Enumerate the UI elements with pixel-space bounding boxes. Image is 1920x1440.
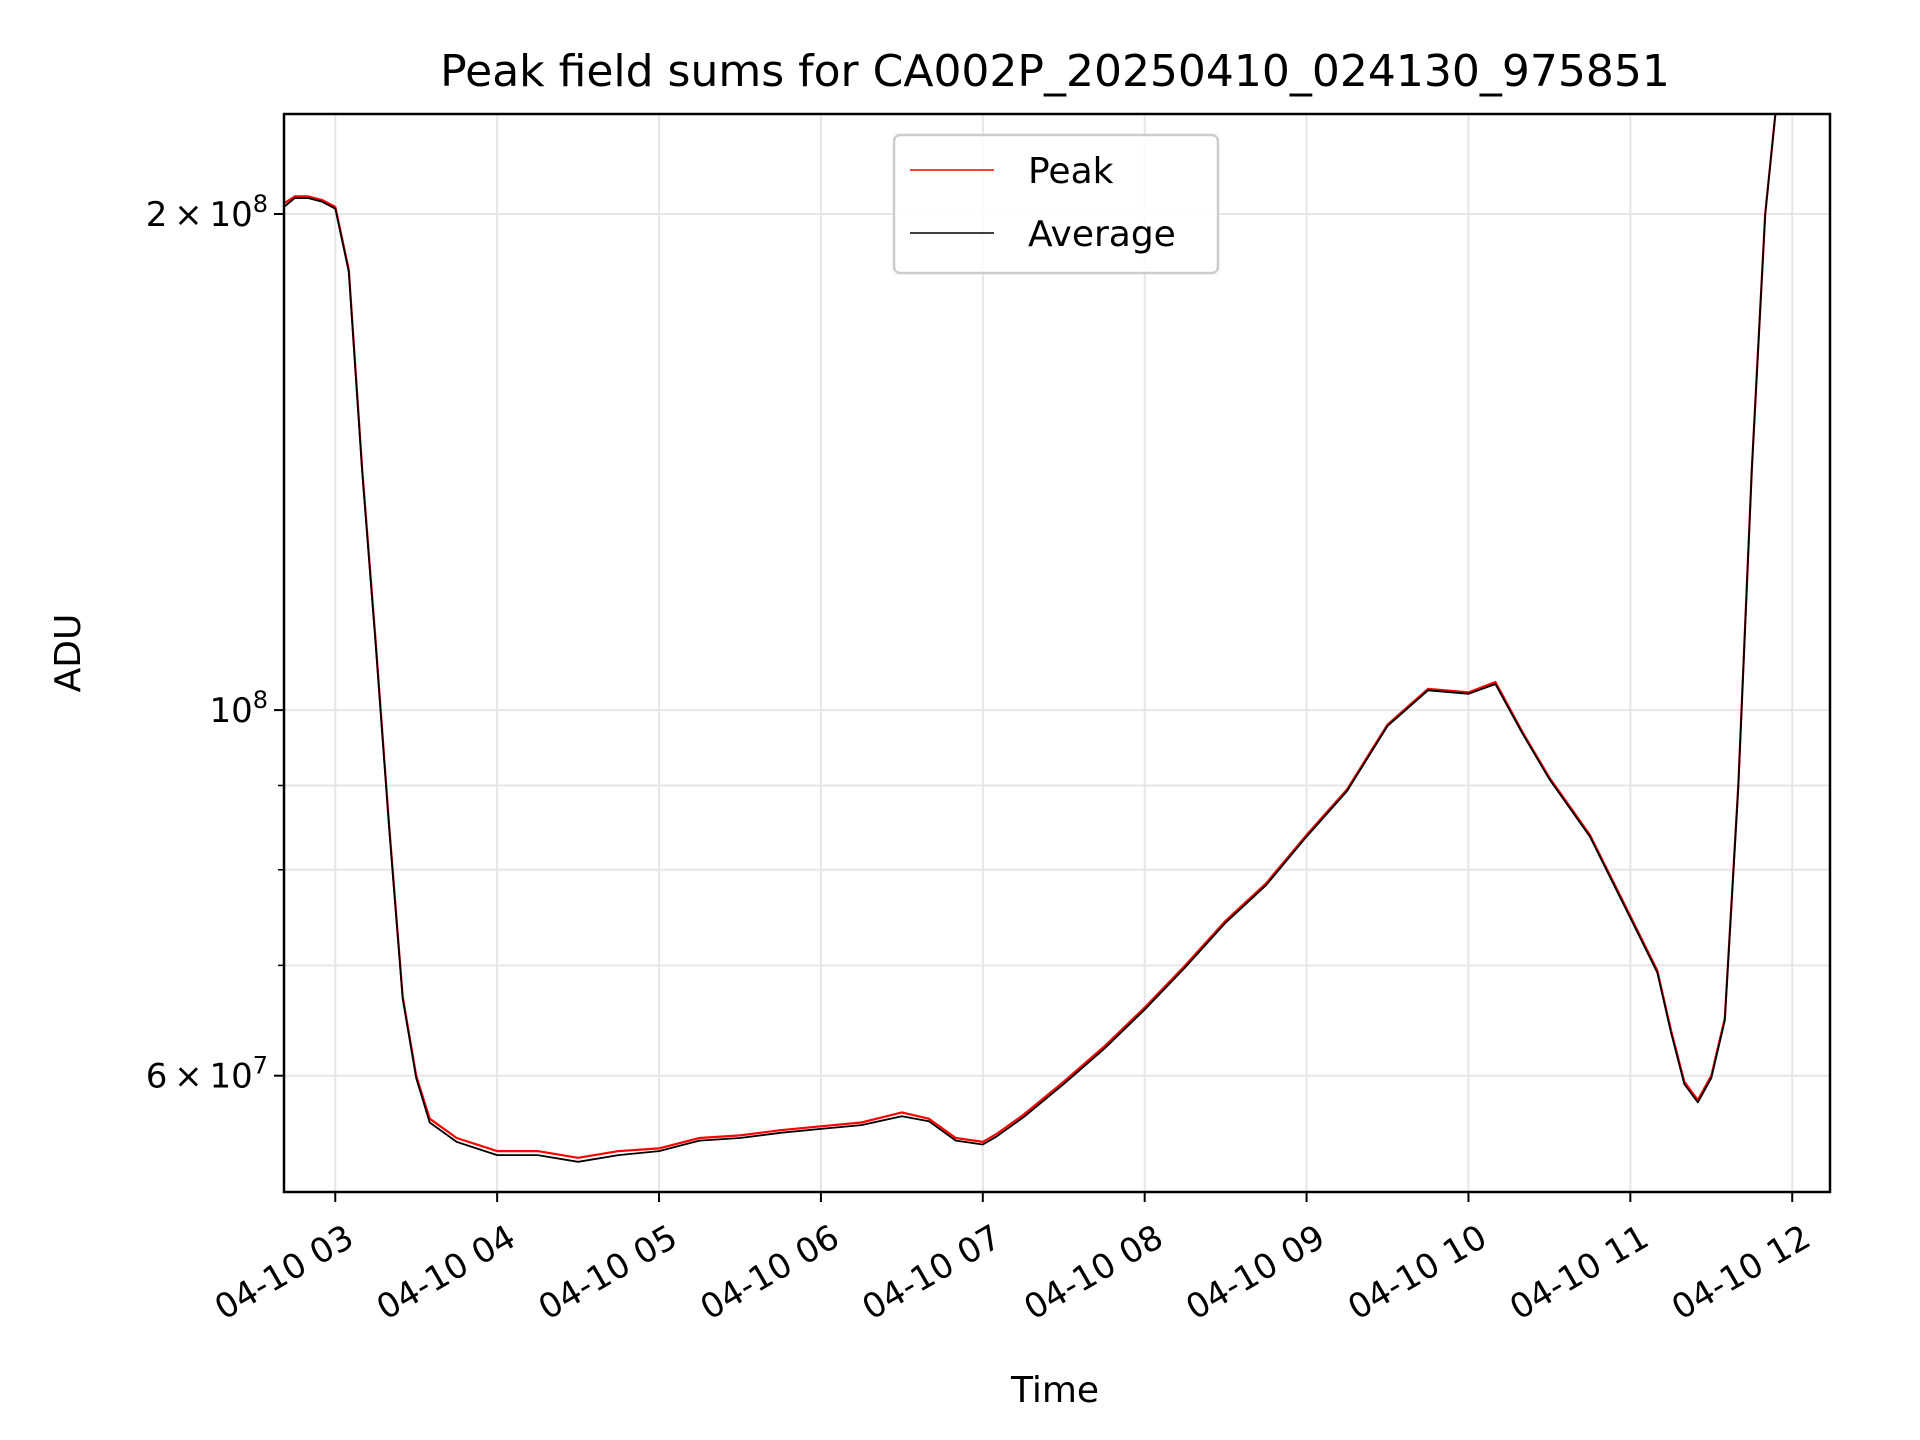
legend: Peak Average bbox=[892, 133, 1220, 275]
legend-label-peak: Peak bbox=[1028, 151, 1114, 192]
x-axis-label: Time bbox=[1010, 1370, 1099, 1411]
series-line-average bbox=[284, 114, 1777, 1163]
series-layer bbox=[284, 114, 1777, 1163]
legend-label-average: Average bbox=[1028, 214, 1176, 255]
chart-title: Peak field sums for CA002P_20250410_0241… bbox=[440, 46, 1670, 97]
y-tick-label: 2 × 108 bbox=[146, 190, 268, 235]
plot-frame bbox=[282, 112, 1832, 1194]
y-tick-label: 6 × 107 bbox=[146, 1052, 268, 1097]
y-tick-label: 108 bbox=[209, 686, 268, 731]
y-axis-label: ADU bbox=[48, 614, 89, 693]
